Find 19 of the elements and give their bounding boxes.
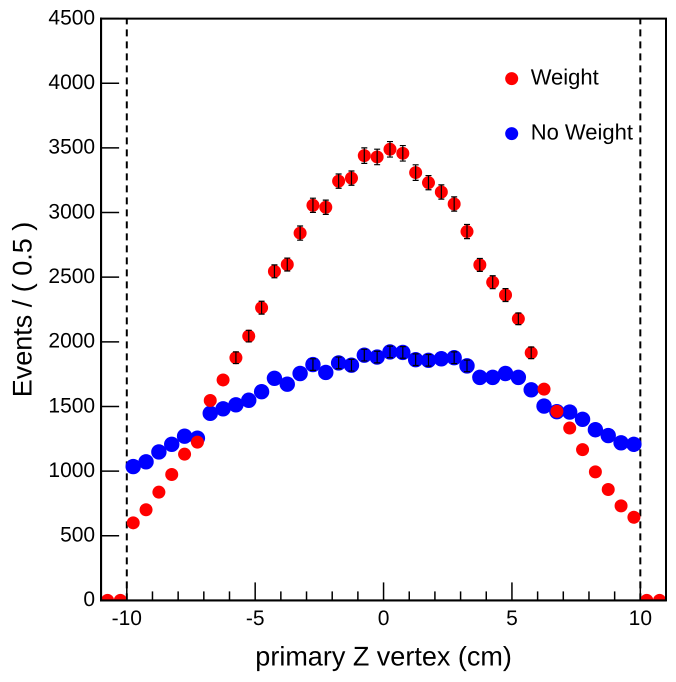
legend-label: Weight [530, 64, 599, 90]
legend-label: No Weight [530, 120, 634, 145]
y-tick-label: 4000 [48, 71, 96, 94]
y-tick-label: 1500 [48, 394, 96, 418]
x-tick-label: 5 [506, 606, 518, 630]
x-tick-label: -10 [112, 606, 142, 630]
x-tick-label: 0 [378, 606, 390, 630]
y-tick-label: 4500 [48, 6, 96, 30]
x-tick-label: 10 [628, 606, 652, 630]
y-tick-label: 2000 [48, 330, 96, 353]
y-axis-title: Events / ( 0.5 ) [8, 222, 38, 398]
x-axis-title: primary Z vertex (cm) [255, 641, 512, 672]
y-tick-label: 3000 [48, 200, 96, 224]
y-tick-label: 1000 [48, 458, 96, 482]
y-tick-label: 2500 [48, 264, 96, 288]
y-tick-label: 0 [83, 588, 96, 612]
y-tick-label: 3500 [48, 136, 96, 159]
x-tick-label: -5 [246, 606, 265, 630]
y-tick-label: 500 [60, 524, 96, 547]
